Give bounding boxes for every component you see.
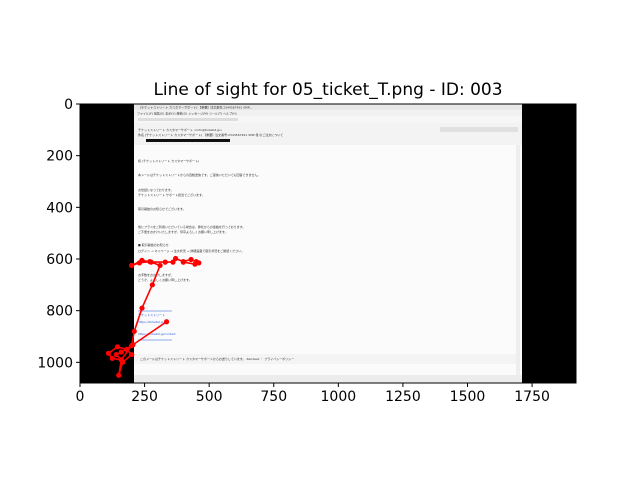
mail-line3: チケットストリート サポート担当でございます。 [138, 192, 205, 197]
mail-window-title: [チケットストリート カスタマーサポート] 【重要】注文番号:234456749… [140, 105, 252, 110]
mail-from: チケットストリート カスタマーサポート <info@ticketst.jp> [138, 127, 223, 132]
mail-line9: ログイン → マイページ → 注文状況 → 詳細画面で取引状況をご確認ください。 [138, 248, 244, 253]
x-tick-label: 1750 [514, 389, 550, 405]
gaze-point [192, 261, 198, 267]
gaze-point [131, 328, 137, 334]
x-tick-label: 1250 [385, 389, 421, 405]
y-tick-label: 800 [46, 304, 73, 320]
x-tick-label: 0 [76, 389, 85, 405]
gaze-point [163, 319, 170, 325]
mail-menu: ファイル(F) 編集(E) 表示(V) 移動(G) メッセージ(M) ツール(T… [137, 111, 237, 116]
y-tick-label: 1000 [37, 355, 73, 371]
gaze-point [188, 256, 194, 263]
y-tick-label: 0 [64, 97, 73, 113]
x-axis: 0 250 500 750 1000 1250 1500 1750 [76, 383, 550, 405]
mail-toolbar [138, 118, 238, 121]
gaze-point [162, 259, 168, 265]
gaze-point [129, 262, 135, 269]
gaze-point [149, 282, 155, 288]
gaze-point [105, 350, 112, 356]
gaze-point [116, 372, 122, 378]
mail-action-buttons [440, 127, 518, 132]
gaze-point [148, 259, 154, 265]
gaze-point [113, 351, 119, 358]
plot-area: [チケットストリート カスタマーサポート] 【重要】注文番号:234456749… [79, 103, 577, 384]
gaze-point [172, 255, 179, 262]
chart-title: Line of sight for 05_ticket_T.png - ID: … [153, 80, 502, 100]
gaze-point [180, 259, 186, 265]
mail-line1: 本メールはチケットストリートからの自動送信です。ご返信いただいても回答できません… [138, 172, 260, 177]
mail-subject: 件名 [チケットストリート カスタマーサポート] 【重要】注文番号:234456… [138, 132, 283, 137]
gaze-point [157, 262, 163, 269]
gaze-path [105, 255, 202, 378]
x-tick-label: 1500 [450, 389, 486, 405]
mail-sig1: チケットストリート [138, 312, 165, 317]
x-tick-label: 1000 [321, 389, 357, 405]
mail-line8: ■ 取引開始のお知らせ [138, 242, 169, 247]
mail-line6: 他にプラスをご利用いただいている場合は、弊社からの連絡を行っております。 [138, 224, 245, 229]
mail-line2: お世話になっております。 [138, 187, 173, 192]
y-tick-label: 400 [46, 200, 73, 216]
email-window: [チケットストリート カスタマーサポート] 【重要】注文番号:234456749… [134, 104, 522, 383]
mail-footer: このメールはチケットストリート カスタマーサポートからお送りしています。 Zen… [140, 356, 294, 361]
mail-scrollbar [516, 145, 520, 375]
mail-sig2: https://ticketst.jp [138, 320, 164, 324]
mail-statusbar [134, 375, 522, 383]
mail-line4: 取引開始のお知らせでございます。 [138, 206, 186, 211]
y-tick-label: 600 [46, 252, 73, 268]
mail-line7: ご不便をおかけいたしますが、何卒よろしくお願い申し上げます。 [138, 229, 228, 234]
gaze-point [123, 346, 130, 353]
mail-sig3: https://ticketst.jp/contact [138, 332, 177, 336]
mail-greeting: 様 (チケットストリート カスタマーサポート) [138, 158, 199, 163]
x-tick-label: 500 [196, 389, 223, 405]
gaze-point [118, 349, 124, 355]
axes-frame [79, 103, 577, 384]
x-tick-label: 250 [131, 389, 158, 405]
gaze-point [129, 351, 135, 358]
mail-line11: どうぞ、よろしくお願い申し上げます。 [138, 277, 192, 282]
gaze-point [114, 344, 121, 350]
y-axis: 0 200 400 600 800 1000 [37, 97, 80, 371]
gaze-point [118, 357, 124, 363]
gaze-point [139, 305, 145, 311]
gaze-point [139, 257, 145, 263]
gaze-point [170, 259, 176, 265]
gaze-point [109, 355, 115, 362]
redacted-bar [146, 139, 230, 142]
gaze-point [129, 342, 135, 349]
y-tick-label: 200 [46, 149, 73, 165]
x-tick-label: 750 [260, 389, 287, 405]
